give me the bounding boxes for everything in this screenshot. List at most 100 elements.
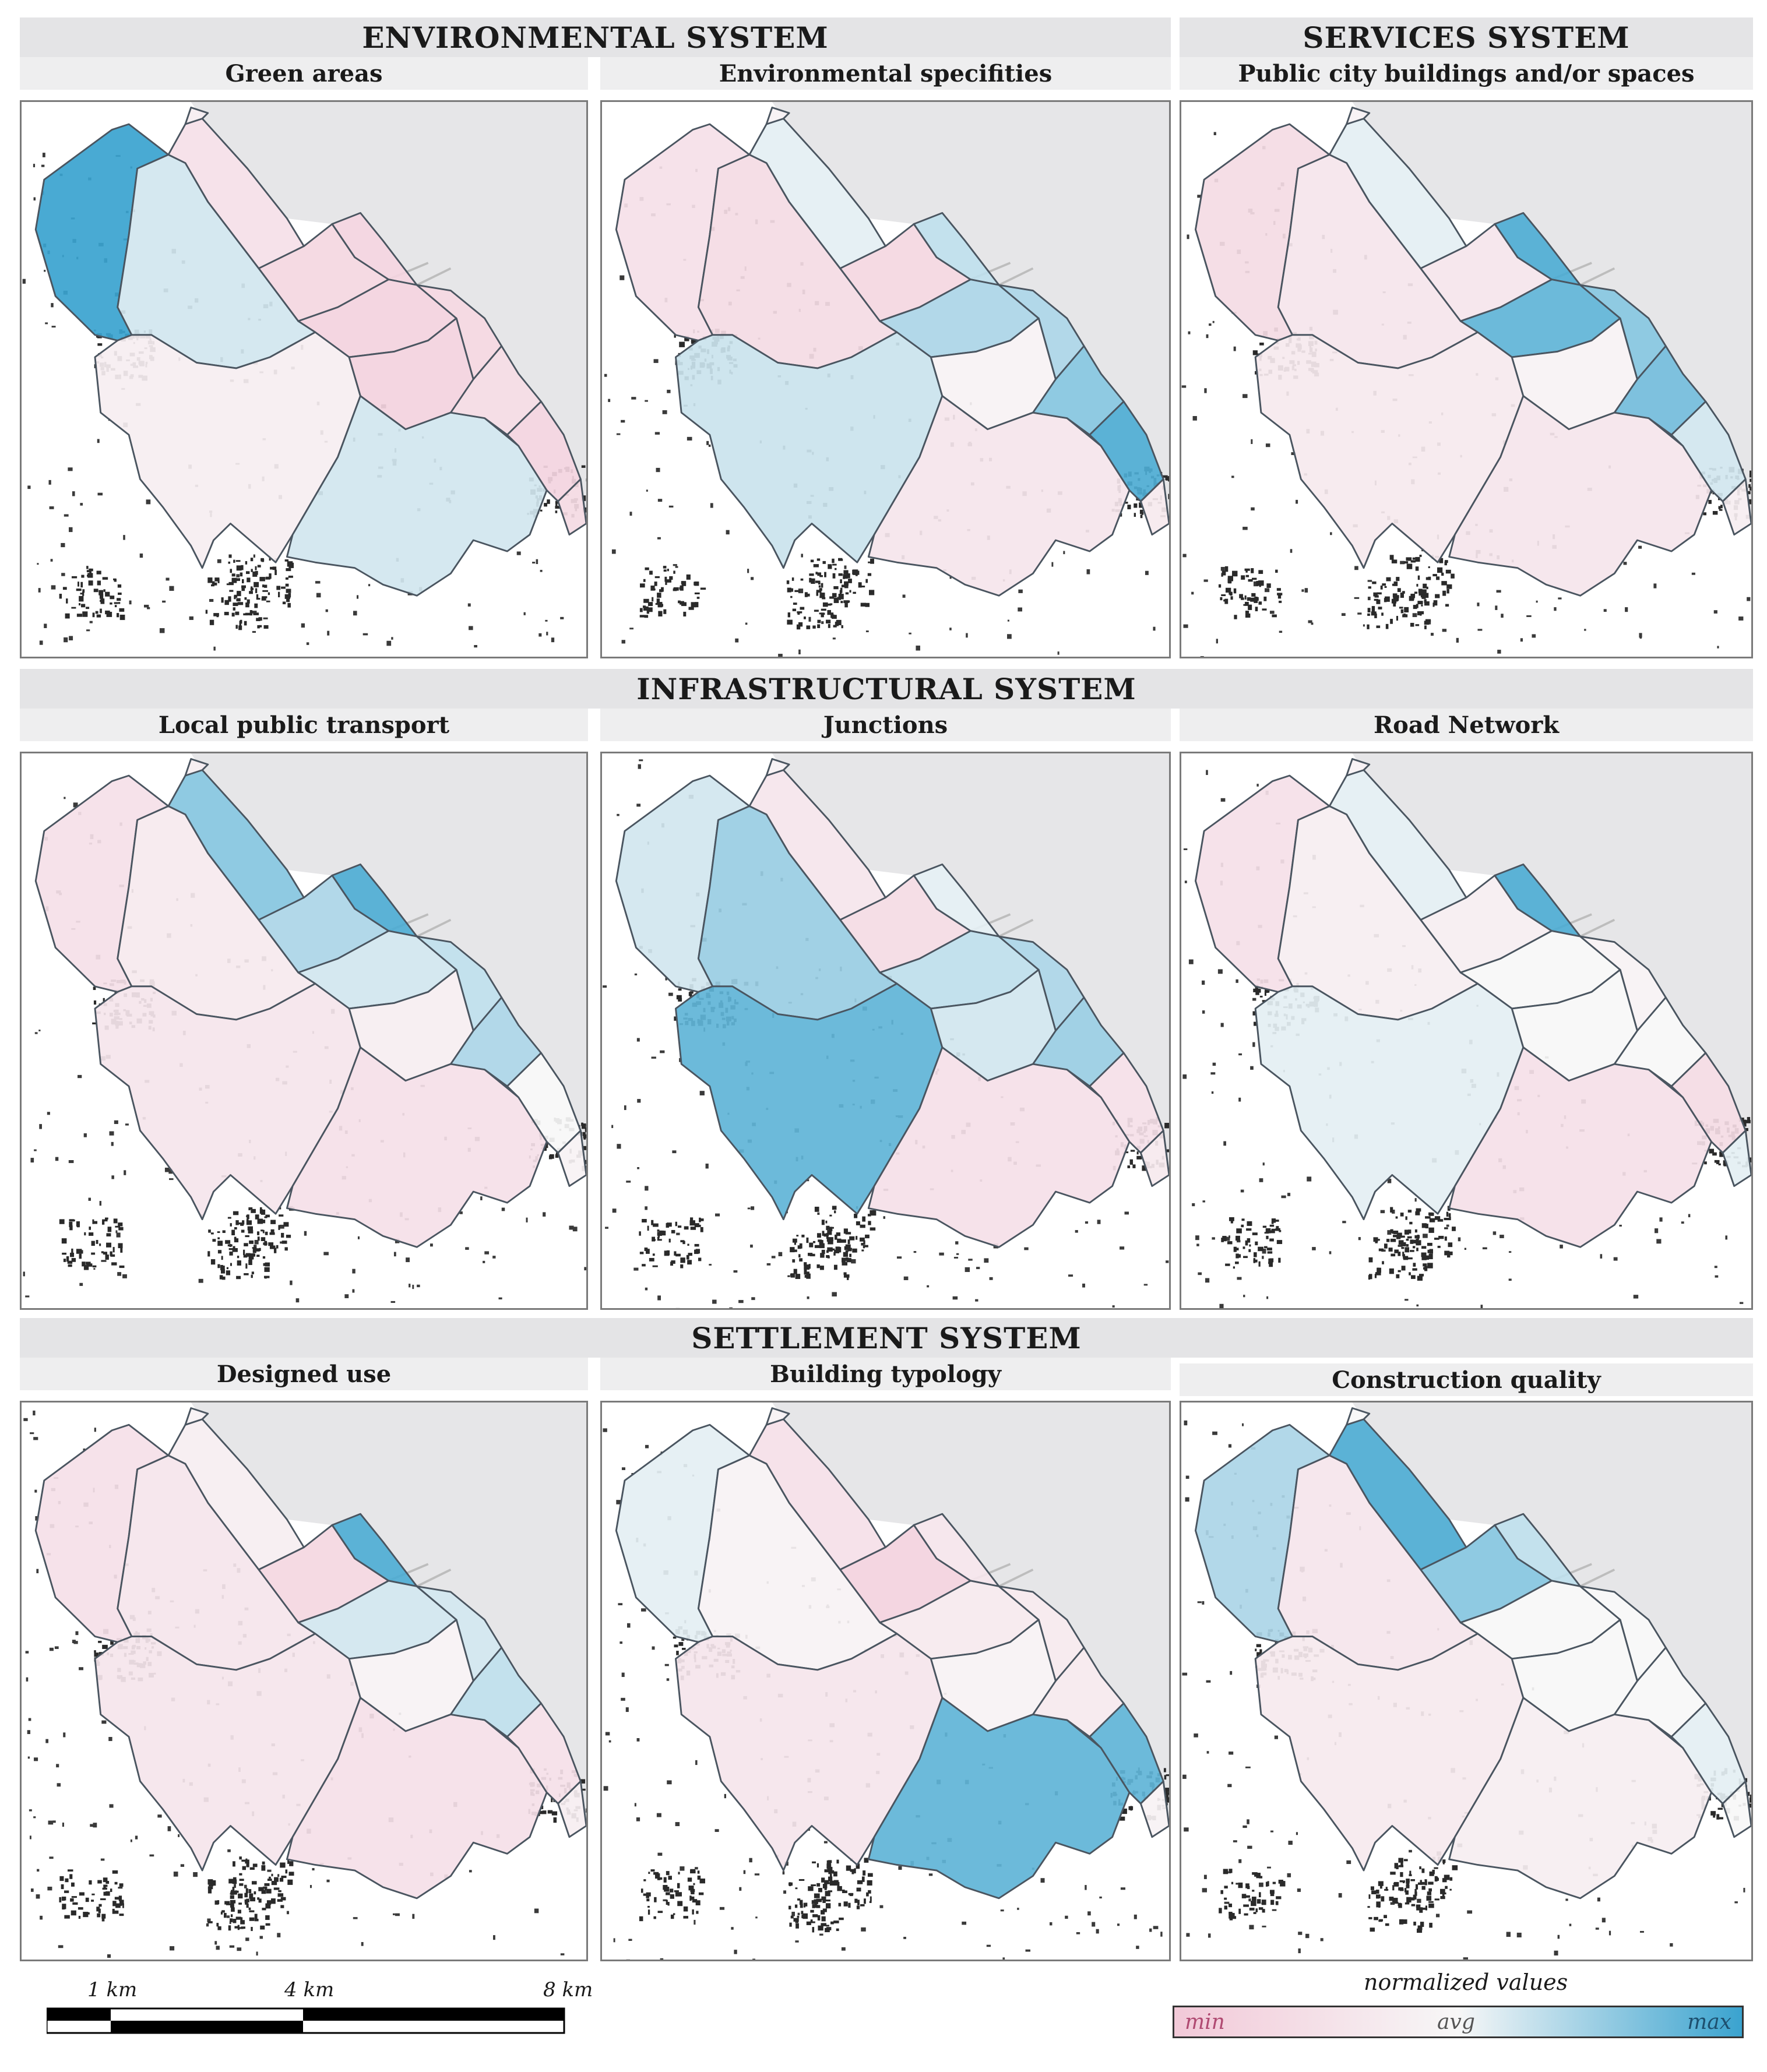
building-footprint bbox=[242, 1220, 245, 1225]
building-footprint bbox=[1434, 1898, 1439, 1901]
building-footprint bbox=[1500, 1235, 1504, 1238]
building-footprint bbox=[830, 612, 834, 615]
building-footprint bbox=[86, 607, 90, 609]
building-footprint bbox=[1251, 1901, 1256, 1907]
building-footprint bbox=[157, 1814, 162, 1818]
building-footprint bbox=[812, 1914, 818, 1918]
building-footprint bbox=[1368, 1274, 1372, 1280]
building-footprint bbox=[212, 1239, 216, 1242]
building-footprint bbox=[267, 592, 270, 595]
building-footprint bbox=[1389, 1268, 1394, 1274]
building-footprint bbox=[1410, 1897, 1415, 1901]
building-footprint bbox=[747, 569, 749, 573]
building-footprint bbox=[1181, 385, 1187, 388]
building-footprint bbox=[1188, 331, 1191, 334]
building-footprint bbox=[1188, 959, 1194, 964]
building-footprint bbox=[1049, 1922, 1053, 1926]
building-footprint bbox=[676, 1651, 679, 1655]
building-footprint bbox=[1051, 562, 1054, 567]
building-footprint bbox=[1396, 577, 1400, 582]
building-footprint bbox=[89, 1880, 92, 1885]
building-footprint bbox=[1227, 578, 1232, 583]
building-footprint bbox=[1224, 1897, 1227, 1900]
building-footprint bbox=[806, 1921, 811, 1925]
building-footprint bbox=[657, 1852, 663, 1856]
building-footprint bbox=[1413, 1894, 1417, 1900]
building-footprint bbox=[164, 1167, 170, 1172]
building-footprint bbox=[647, 1905, 650, 1908]
building-footprint bbox=[91, 1252, 96, 1255]
building-footprint bbox=[1746, 491, 1751, 495]
building-footprint bbox=[690, 1888, 695, 1893]
building-footprint bbox=[493, 1935, 495, 1940]
building-footprint bbox=[1250, 597, 1255, 602]
building-footprint bbox=[1269, 1262, 1273, 1267]
building-footprint bbox=[1495, 605, 1498, 610]
building-footprint bbox=[1256, 1644, 1261, 1647]
building-footprint bbox=[822, 1898, 826, 1903]
building-footprint bbox=[1256, 784, 1259, 787]
building-footprint bbox=[816, 1233, 821, 1238]
building-footprint bbox=[679, 341, 685, 347]
building-footprint bbox=[639, 583, 645, 588]
building-footprint bbox=[843, 1252, 849, 1257]
building-footprint bbox=[122, 1274, 127, 1278]
building-footprint bbox=[783, 1890, 787, 1894]
building-footprint bbox=[234, 1884, 237, 1888]
building-footprint bbox=[633, 1267, 639, 1271]
building-footprint bbox=[799, 1900, 803, 1905]
building-footprint bbox=[236, 574, 240, 577]
building-footprint bbox=[1163, 1768, 1166, 1773]
building-footprint bbox=[663, 1877, 667, 1883]
building-footprint bbox=[1134, 1914, 1137, 1919]
building-footprint bbox=[845, 1244, 851, 1249]
building-footprint bbox=[1595, 1927, 1599, 1930]
building-footprint bbox=[1419, 1866, 1421, 1870]
building-footprint bbox=[251, 586, 253, 591]
building-footprint bbox=[660, 1050, 665, 1053]
building-footprint bbox=[835, 1246, 840, 1250]
building-footprint bbox=[70, 1898, 74, 1902]
building-footprint bbox=[792, 1259, 795, 1263]
building-footprint bbox=[1242, 1246, 1245, 1249]
building-footprint bbox=[657, 1236, 660, 1241]
map-panel-junctions bbox=[600, 752, 1171, 1310]
building-footprint bbox=[1520, 638, 1523, 642]
district-area bbox=[184, 758, 209, 777]
building-footprint bbox=[230, 569, 233, 573]
building-footprint bbox=[868, 1221, 871, 1225]
building-footprint bbox=[263, 1263, 266, 1266]
map-panel-green-areas bbox=[20, 100, 588, 658]
building-footprint bbox=[278, 1890, 281, 1893]
building-footprint bbox=[1496, 590, 1501, 593]
building-footprint bbox=[805, 1902, 808, 1907]
building-footprint bbox=[103, 1884, 108, 1887]
building-footprint bbox=[309, 1884, 312, 1888]
building-footprint bbox=[793, 602, 797, 605]
building-footprint bbox=[36, 1569, 39, 1574]
building-footprint bbox=[712, 1299, 717, 1304]
building-footprint bbox=[668, 505, 674, 508]
building-footprint bbox=[603, 985, 607, 988]
building-footprint bbox=[68, 467, 73, 471]
building-footprint bbox=[856, 1863, 860, 1869]
building-footprint bbox=[277, 1874, 280, 1877]
building-footprint bbox=[34, 1489, 37, 1493]
building-footprint bbox=[1270, 1893, 1275, 1897]
building-footprint bbox=[209, 598, 214, 602]
building-footprint bbox=[580, 1788, 586, 1791]
building-footprint bbox=[674, 1251, 677, 1256]
building-footprint bbox=[93, 986, 96, 991]
building-footprint bbox=[1162, 475, 1168, 478]
building-footprint bbox=[241, 565, 244, 570]
building-footprint bbox=[819, 588, 822, 591]
building-footprint bbox=[103, 1886, 106, 1889]
building-footprint bbox=[1261, 1900, 1266, 1905]
building-footprint bbox=[1374, 1916, 1378, 1921]
building-footprint bbox=[1368, 1257, 1373, 1263]
building-footprint bbox=[642, 1264, 646, 1267]
building-footprint bbox=[118, 1887, 123, 1889]
building-footprint bbox=[797, 611, 802, 614]
building-footprint bbox=[1230, 596, 1233, 600]
building-footprint bbox=[1384, 1915, 1387, 1918]
